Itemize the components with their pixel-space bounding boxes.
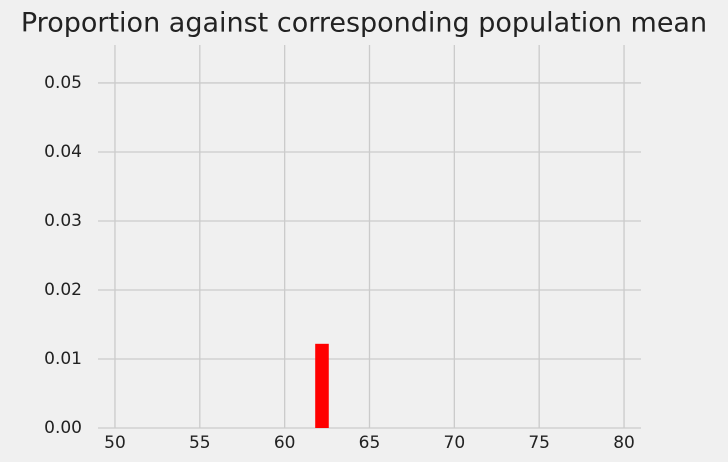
x-tick-label: 60 (274, 433, 296, 453)
y-tick-label: 0.03 (44, 211, 82, 231)
x-tick-label: 65 (359, 433, 381, 453)
x-tick-label: 75 (528, 433, 550, 453)
x-tick-label: 50 (104, 433, 126, 453)
chart-title: Proportion against corresponding populat… (21, 8, 707, 39)
y-tick-label: 0.01 (44, 349, 82, 369)
x-tick-label: 80 (613, 433, 635, 453)
x-tick-label: 55 (189, 433, 211, 453)
y-tick-label: 0.04 (44, 142, 82, 162)
y-tick-label: 0.00 (44, 418, 82, 438)
bar (315, 343, 329, 428)
y-tick-label: 0.05 (44, 73, 82, 93)
y-tick-label: 0.02 (44, 280, 82, 300)
x-tick-label: 70 (444, 433, 466, 453)
